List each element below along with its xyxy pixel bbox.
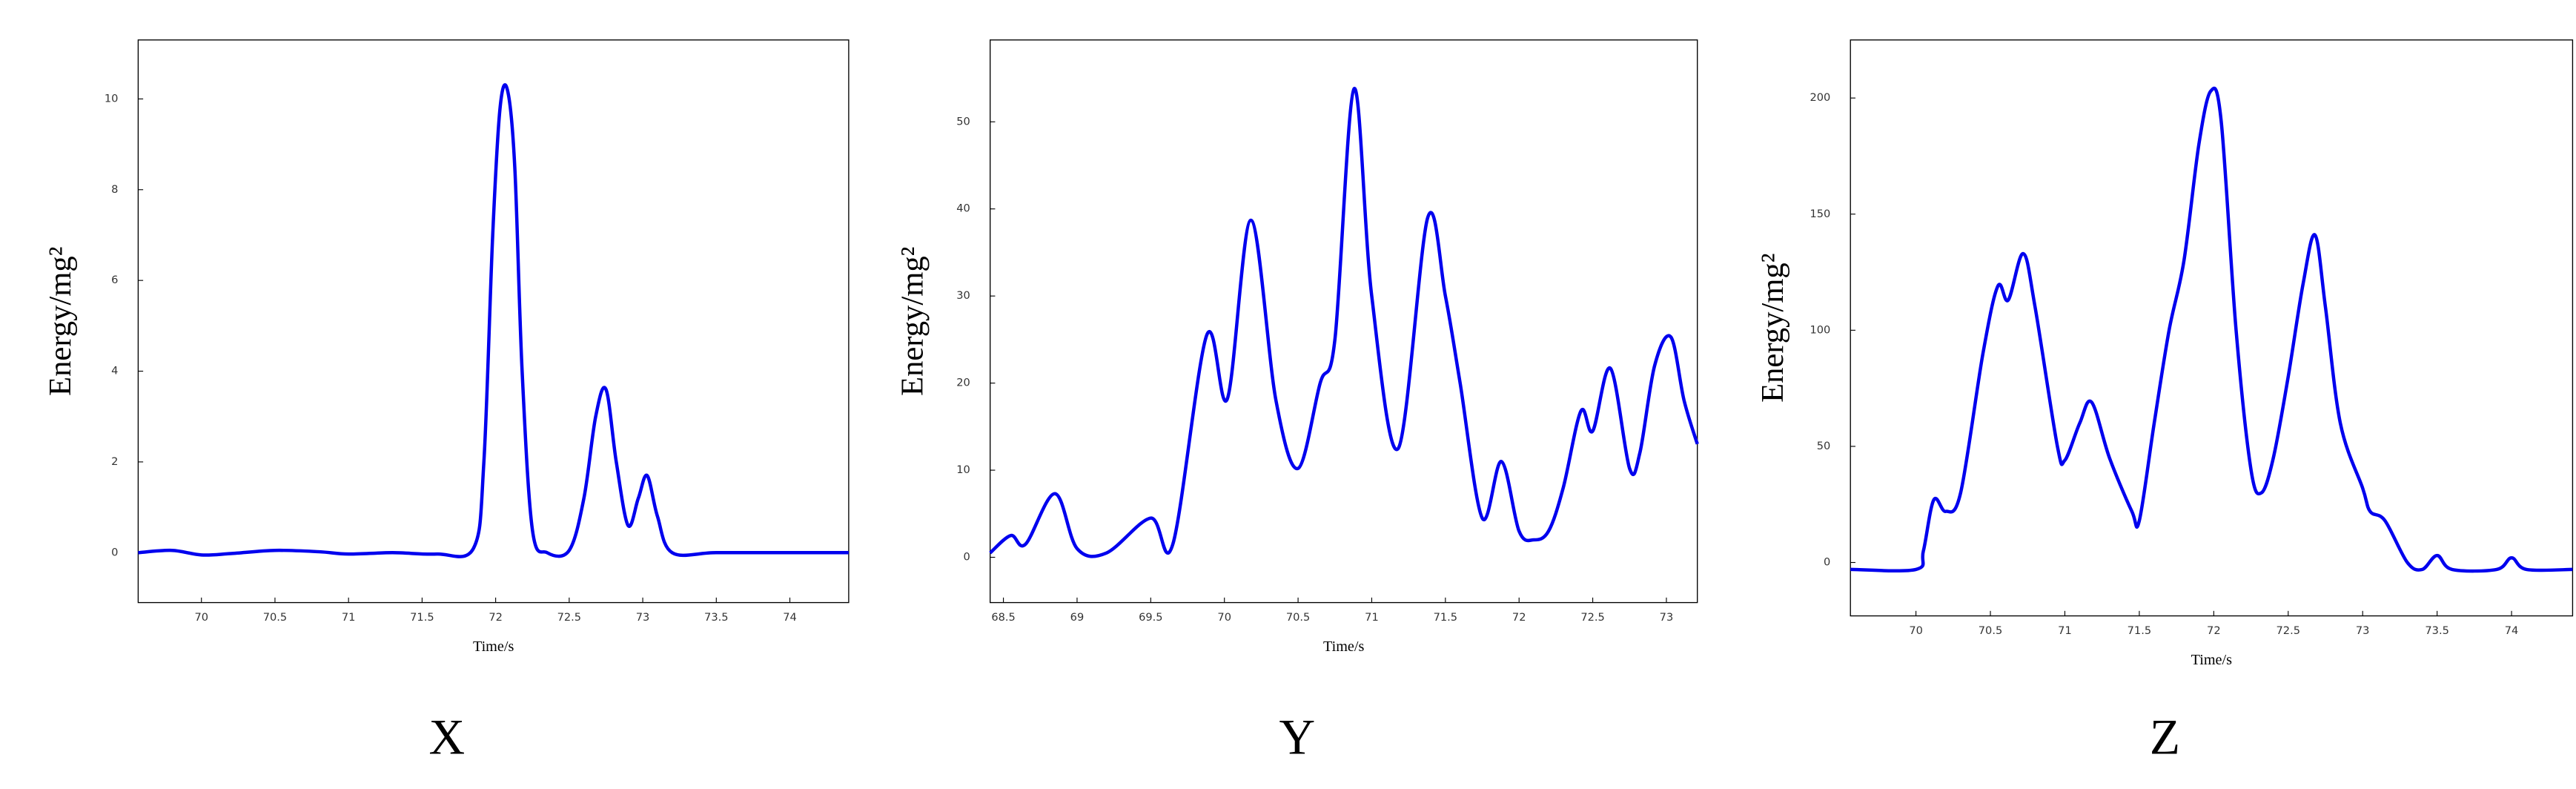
x-tick-label: 69 bbox=[1070, 611, 1085, 624]
x-tick-label: 69.5 bbox=[1139, 611, 1162, 624]
x-axis-label: Time/s bbox=[473, 638, 514, 655]
x-tick-label: 73 bbox=[1660, 611, 1674, 624]
y-tick-label: 50 bbox=[956, 115, 970, 128]
y-tick-label: 0 bbox=[963, 551, 970, 564]
y-tick-label: 0 bbox=[1824, 556, 1830, 569]
x-tick-label: 70.5 bbox=[263, 611, 287, 624]
x-tick-label: 72.5 bbox=[1580, 611, 1604, 624]
x-tick-label: 72 bbox=[2207, 624, 2221, 637]
x-tick-label: 68.5 bbox=[991, 611, 1015, 624]
x-tick-label: 73.5 bbox=[704, 611, 728, 624]
y-tick-label: 8 bbox=[111, 183, 118, 196]
x-tick-label: 71.5 bbox=[1434, 611, 1457, 624]
y-tick-label: 0 bbox=[111, 546, 118, 558]
y-tick-label: 4 bbox=[111, 365, 118, 377]
panel-title: Z bbox=[2150, 710, 2180, 765]
data-line bbox=[989, 87, 1699, 558]
x-axis-label: Time/s bbox=[1323, 638, 1365, 655]
x-tick-label: 71.5 bbox=[410, 611, 434, 624]
y-tick-label: 100 bbox=[1810, 323, 1830, 336]
x-tick-label: 71.5 bbox=[2128, 624, 2151, 637]
y-tick-label: 20 bbox=[956, 377, 970, 389]
x-tick-label: 74 bbox=[2505, 624, 2519, 637]
y-tick-label: 40 bbox=[956, 202, 970, 215]
data-line bbox=[138, 83, 849, 558]
y-tick-label: 10 bbox=[105, 92, 119, 105]
y-tick-label: 150 bbox=[1810, 208, 1830, 220]
x-tick-label: 70 bbox=[1909, 624, 1923, 637]
x-tick-label: 72 bbox=[1512, 611, 1526, 624]
y-tick-label: 30 bbox=[956, 289, 970, 302]
x-tick-label: 72.5 bbox=[2277, 624, 2300, 637]
x-tick-label: 72.5 bbox=[557, 611, 581, 624]
x-tick-label: 70 bbox=[194, 611, 208, 624]
x-tick-label: 71 bbox=[1365, 611, 1379, 624]
y-axis-label: Energy/mg² bbox=[43, 247, 78, 396]
y-tick-label: 200 bbox=[1810, 91, 1830, 104]
panel-title: X bbox=[428, 710, 465, 765]
x-tick-label: 73 bbox=[636, 611, 650, 624]
x-tick-label: 70.5 bbox=[1286, 611, 1310, 624]
x-tick-label: 71 bbox=[2058, 624, 2072, 637]
x-tick-label: 70 bbox=[1217, 611, 1231, 624]
plot-area bbox=[1850, 39, 2574, 617]
plot-area bbox=[137, 39, 850, 604]
plot-area bbox=[990, 39, 1698, 604]
x-axis-label: Time/s bbox=[2191, 652, 2233, 668]
x-tick-label: 73 bbox=[2356, 624, 2370, 637]
y-axis-label: Energy/mg² bbox=[1755, 254, 1790, 403]
y-tick-label: 50 bbox=[1817, 440, 1831, 452]
panel-title: Y bbox=[1279, 710, 1316, 765]
y-axis-label: Energy/mg² bbox=[895, 247, 930, 396]
y-tick-label: 6 bbox=[111, 274, 118, 286]
x-tick-label: 73.5 bbox=[2425, 624, 2448, 637]
x-tick-label: 70.5 bbox=[1979, 624, 2002, 637]
y-tick-label: 2 bbox=[111, 455, 118, 468]
x-tick-label: 71 bbox=[342, 611, 356, 624]
y-tick-label: 10 bbox=[956, 463, 970, 476]
x-tick-label: 74 bbox=[783, 611, 797, 624]
x-tick-label: 72 bbox=[489, 611, 503, 624]
data-line bbox=[1850, 86, 2573, 573]
